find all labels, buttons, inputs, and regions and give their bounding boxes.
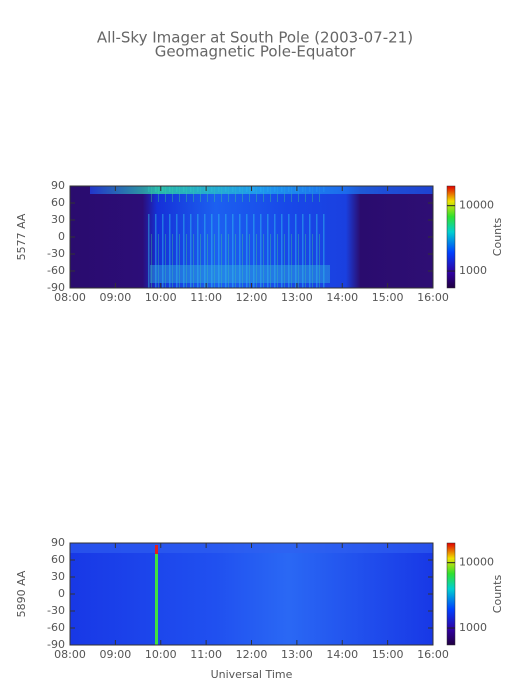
x-tick-label: 12:00 (236, 291, 268, 304)
colorbar-tick-label: 10000 (459, 199, 494, 212)
heatmap-image (70, 186, 433, 645)
y-tick-label: 60 (51, 553, 65, 566)
y-tick-label: 0 (58, 587, 65, 600)
x-tick-label: 09:00 (100, 291, 132, 304)
y-tick-label: -90 (47, 638, 65, 651)
x-tick-label: 11:00 (190, 291, 222, 304)
y-tick-label: 90 (51, 179, 65, 192)
colorbar-tick-label: 1000 (459, 621, 487, 634)
chart-title: All-Sky Imager at South Pole (2003-07-21… (97, 29, 413, 47)
x-tick-label: 08:00 (54, 648, 86, 661)
x-tick-label: 08:00 (54, 291, 86, 304)
y-tick-label: 30 (51, 213, 65, 226)
x-tick-label: 10:00 (145, 648, 177, 661)
x-tick-label: 10:00 (145, 291, 177, 304)
y-tick-label: 30 (51, 570, 65, 583)
chart-subtitle: Geomagnetic Pole-Equator (155, 43, 356, 61)
x-tick-label: 15:00 (372, 648, 404, 661)
x-tick-label: 13:00 (281, 291, 313, 304)
colorbar-tick-label: 1000 (459, 264, 487, 277)
y-axis-label: 5577 AA (15, 213, 28, 260)
y-tick-label: 0 (58, 230, 65, 243)
y-tick-label: 90 (51, 536, 65, 549)
x-tick-label: 16:00 (417, 291, 449, 304)
y-tick-label: -60 (47, 264, 65, 277)
x-tick-label: 09:00 (100, 648, 132, 661)
y-tick-label: -30 (47, 604, 65, 617)
x-tick-label: 14:00 (326, 291, 358, 304)
x-tick-label: 15:00 (372, 291, 404, 304)
colorbar-tick-label: 10000 (459, 556, 494, 569)
colorbar-label: Counts (491, 218, 504, 257)
x-tick-label: 16:00 (417, 648, 449, 661)
y-axis-label: 5890 AA (15, 570, 28, 617)
x-tick-label: 12:00 (236, 648, 268, 661)
x-tick-label: 11:00 (190, 648, 222, 661)
y-tick-label: 60 (51, 196, 65, 209)
y-tick-label: -60 (47, 621, 65, 634)
y-tick-label: -90 (47, 281, 65, 294)
x-tick-label: 13:00 (281, 648, 313, 661)
colorbar (446, 185, 456, 289)
colorbar-label: Counts (491, 575, 504, 614)
x-axis-label: Universal Time (211, 668, 293, 680)
y-tick-label: -30 (47, 247, 65, 260)
colorbar (446, 542, 456, 646)
x-tick-label: 14:00 (326, 648, 358, 661)
